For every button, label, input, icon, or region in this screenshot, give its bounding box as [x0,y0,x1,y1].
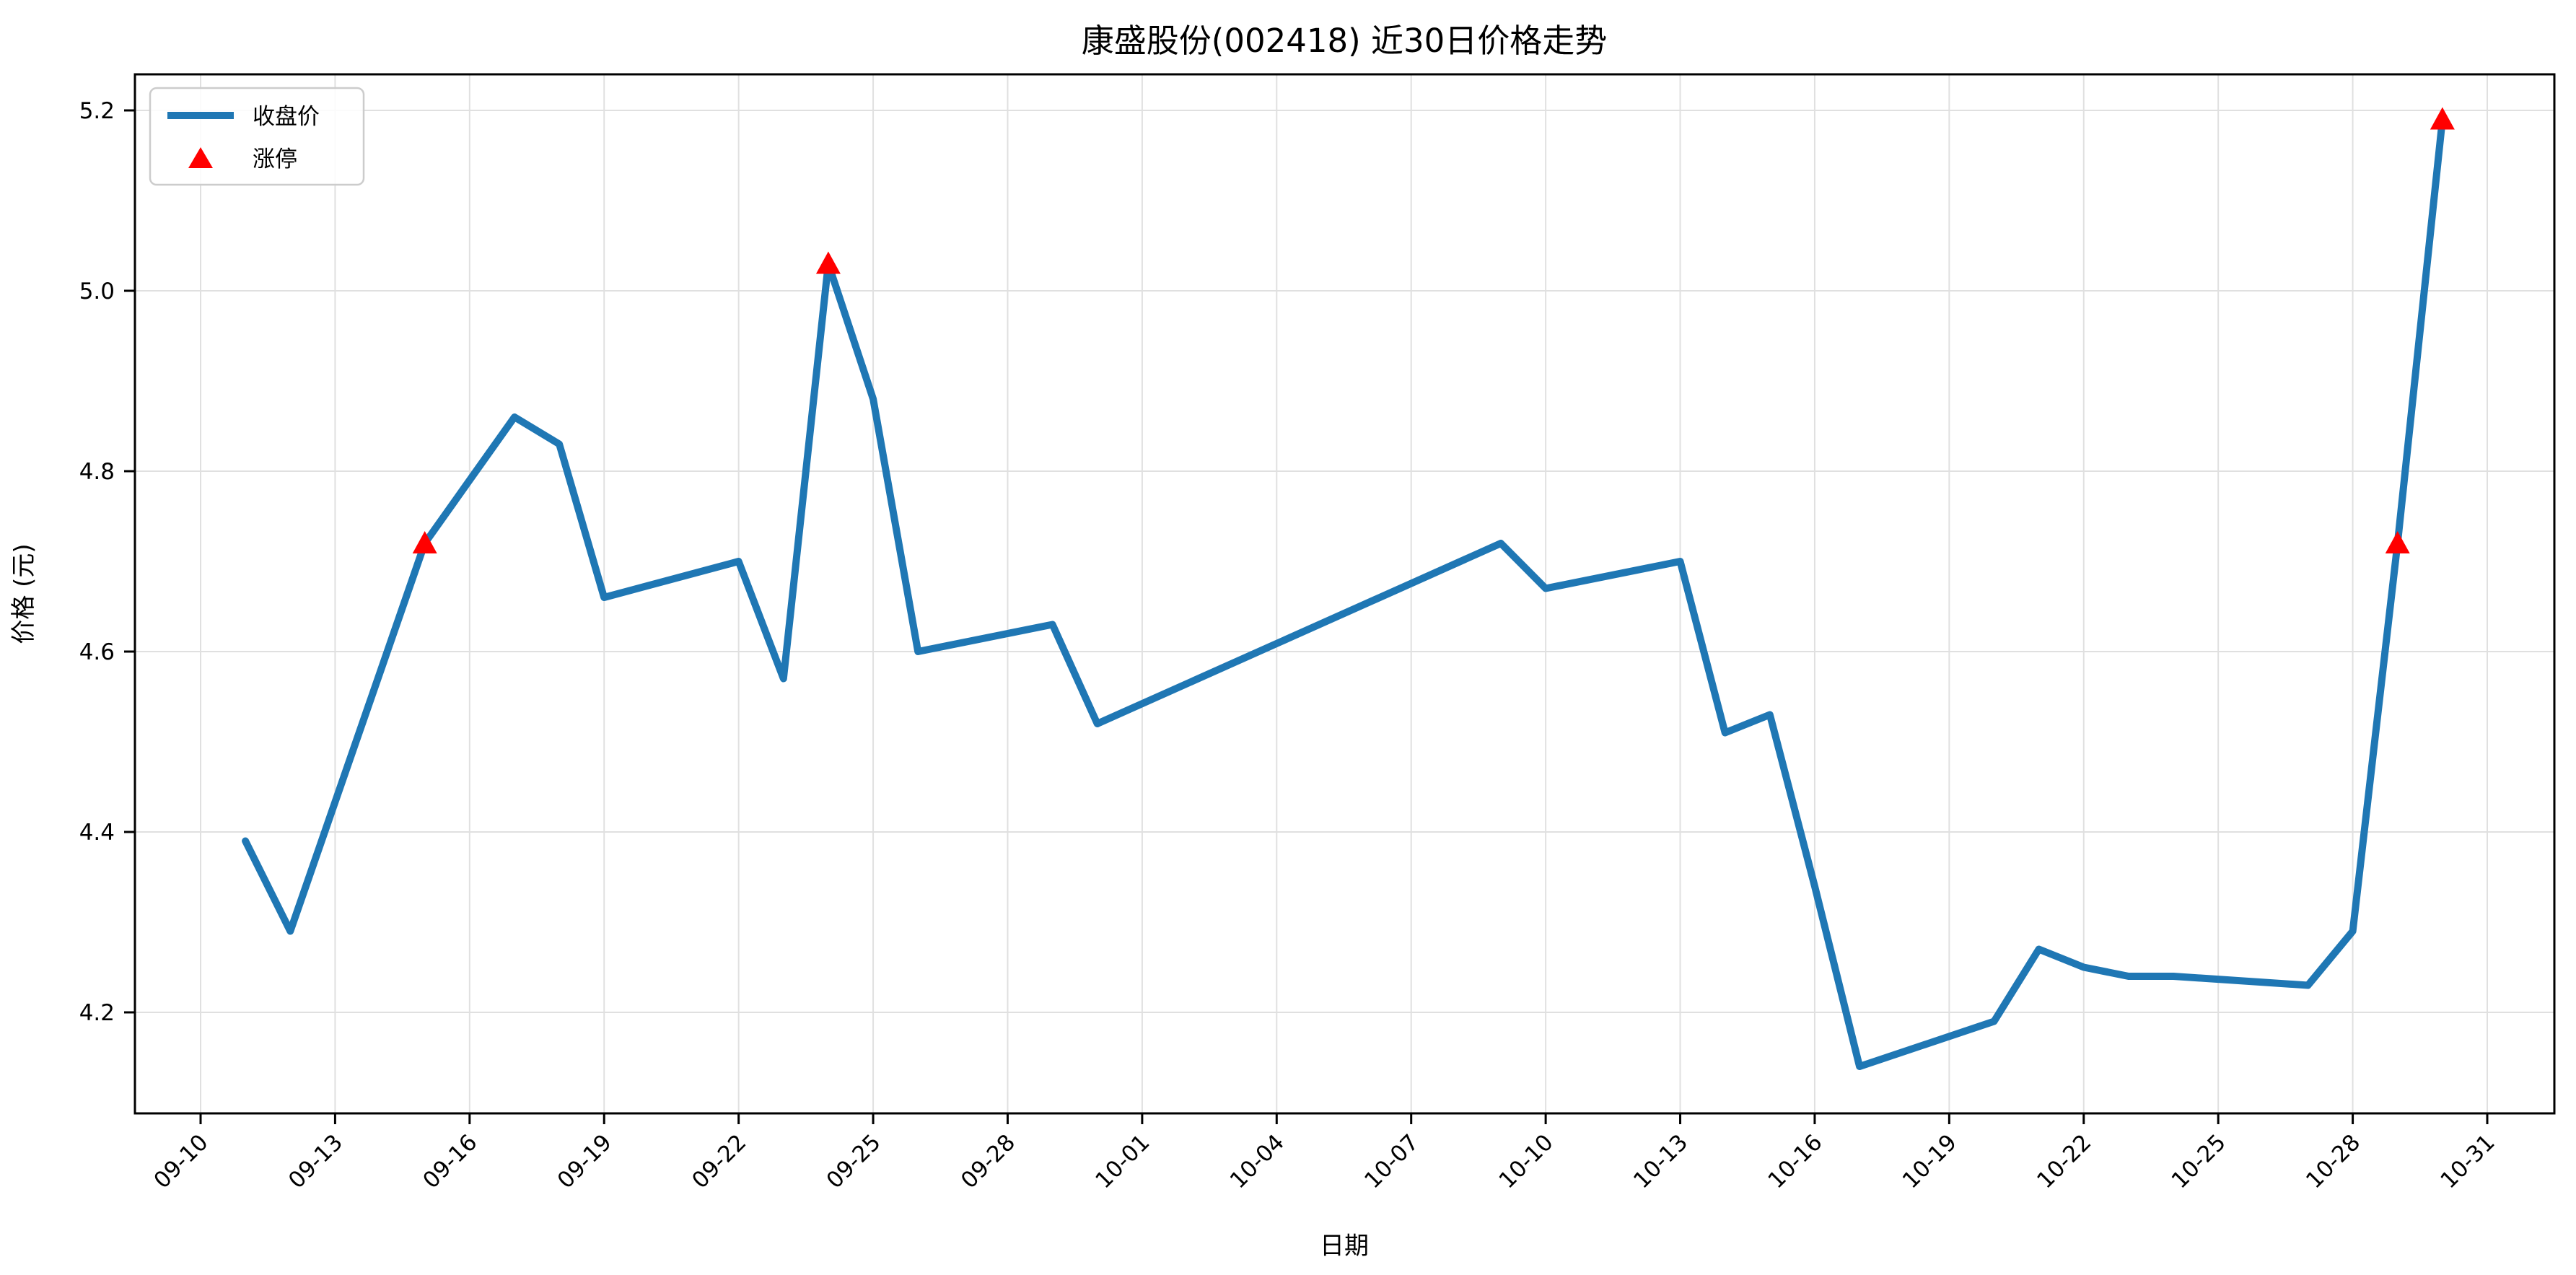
limit-up-triangle-icon [412,531,437,553]
close-price-polyline [242,115,2446,1070]
limit-up-triangle-icon [2430,107,2455,130]
limit-up-legend-triangle-icon [188,147,213,168]
legend: 收盘价 涨停 [149,87,365,186]
limit-up-triangle-icon [815,251,841,274]
limit-up-markers [412,107,2455,553]
y-tick-label: 4.4 [79,820,115,846]
y-axis-label: 价格 (元) [9,543,38,644]
tick-marks [124,109,2489,1124]
legend-label-close: 收盘价 [253,104,320,130]
y-tick-label: 4.6 [79,639,115,665]
y-tick-label: 4.8 [79,459,115,485]
chart-title: 康盛股份(002418) 近30日价格走势 [1082,22,1607,60]
plot-border [133,73,2556,1115]
grid-lines [135,74,2554,1113]
close-price-line [242,115,2446,1070]
limit-up-triangle-icon [2385,531,2410,553]
x-axis-label: 日期 [1320,1232,1369,1261]
legend-label-limitup: 涨停 [253,146,297,172]
axes-spines [133,73,2556,1115]
y-tick-label: 4.2 [79,1000,115,1026]
y-tick-labels: 4.2 4.4 4.6 4.8 5.0 5.2 [79,98,115,1026]
y-tick-label: 5.0 [79,279,115,304]
y-tick-label: 5.2 [79,98,115,124]
